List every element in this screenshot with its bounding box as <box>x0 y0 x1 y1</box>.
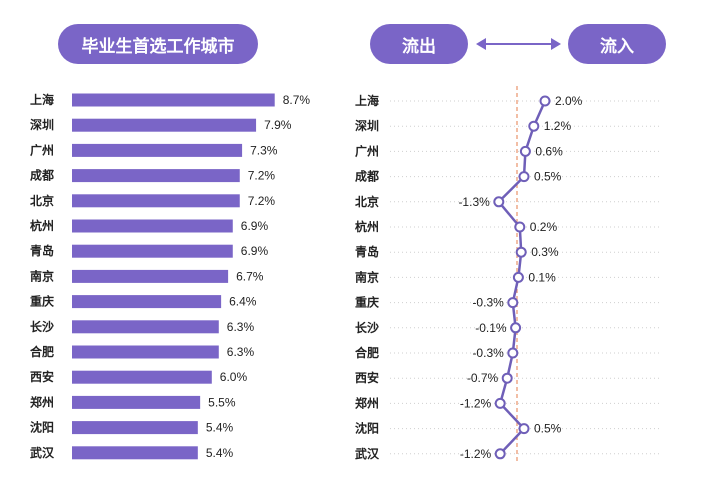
flow-category-label: 沈阳 <box>355 421 379 436</box>
bar <box>72 345 219 359</box>
flow-category-label: 深圳 <box>355 118 379 133</box>
bar <box>72 244 233 258</box>
bar <box>72 395 201 409</box>
chart-title-badge: 毕业生首选工作城市 <box>58 24 258 64</box>
bar <box>72 295 222 309</box>
bar-value-label: 5.4% <box>206 446 234 460</box>
bar-value-label: 7.9% <box>264 118 292 132</box>
bar <box>72 320 219 334</box>
bar <box>72 93 275 107</box>
flow-value-label: -1.2% <box>460 396 492 410</box>
bar-chart: 上海 8.7% 深圳 7.9% 广州 7.3% 成都 7.2% 北京 7.2% 杭州 6.9% 青岛 6.… <box>30 92 310 460</box>
bar-category-label: 西安 <box>30 369 54 384</box>
flow-value-label: 0.5% <box>534 170 562 184</box>
flow-value-label: 0.3% <box>531 245 559 259</box>
bar <box>72 370 212 384</box>
bar-category-label: 北京 <box>30 193 54 208</box>
flow-category-label: 长沙 <box>355 320 379 335</box>
flow-value-label: -0.1% <box>475 321 507 335</box>
flow-point <box>514 221 526 233</box>
bar-category-label: 深圳 <box>30 117 54 132</box>
flow-point <box>501 372 513 384</box>
bar-value-label: 5.4% <box>206 421 234 435</box>
double-arrow-icon <box>476 38 561 50</box>
bar <box>72 169 240 183</box>
flow-category-label: 郑州 <box>355 395 379 410</box>
flow-value-label: 0.1% <box>528 270 556 284</box>
flow-point <box>507 297 519 309</box>
flow-category-label: 武汉 <box>355 446 380 461</box>
flow-point <box>494 448 506 460</box>
bar-category-label: 广州 <box>30 142 54 157</box>
flow-category-label: 西安 <box>355 370 379 385</box>
inflow-badge: 流入 <box>568 24 666 64</box>
flow-value-label: -0.3% <box>472 296 504 310</box>
flow-point <box>528 120 540 132</box>
flow-value-label: 2.0% <box>555 94 583 108</box>
flow-point <box>518 171 530 183</box>
bar <box>72 269 229 283</box>
bar-category-label: 南京 <box>30 268 54 283</box>
flow-category-label: 成都 <box>355 169 379 184</box>
bar <box>72 194 240 208</box>
flow-point <box>518 423 530 435</box>
flow-category-label: 杭州 <box>355 219 379 234</box>
bar-value-label: 6.9% <box>241 219 269 233</box>
flow-value-label: -0.7% <box>467 371 499 385</box>
bar-category-label: 沈阳 <box>30 420 54 435</box>
bar-value-label: 5.5% <box>208 395 236 409</box>
bar-value-label: 7.2% <box>248 169 276 183</box>
flow-category-label: 重庆 <box>355 295 379 310</box>
flow-category-label: 南京 <box>355 269 379 284</box>
flow-value-label: 1.2% <box>544 119 572 133</box>
bar-category-label: 武汉 <box>30 445 55 460</box>
bar-category-label: 长沙 <box>30 319 54 334</box>
bar-category-label: 重庆 <box>30 294 54 309</box>
bar-value-label: 6.4% <box>229 295 257 309</box>
bar-value-label: 6.3% <box>227 320 255 334</box>
bar-category-label: 郑州 <box>30 394 54 409</box>
outflow-badge: 流出 <box>370 24 468 64</box>
bar-value-label: 7.3% <box>250 143 278 157</box>
bar-value-label: 8.7% <box>283 93 311 107</box>
flow-point <box>494 397 506 409</box>
bar <box>72 143 243 157</box>
bar-category-label: 上海 <box>30 92 54 107</box>
flow-point <box>510 322 522 334</box>
bar-category-label: 成都 <box>30 168 54 183</box>
bar-value-label: 7.2% <box>248 194 276 208</box>
flow-point <box>539 95 551 107</box>
bar-category-label: 杭州 <box>30 218 54 233</box>
bar-value-label: 6.9% <box>241 244 269 258</box>
flow-point <box>507 347 519 359</box>
flow-category-label: 上海 <box>355 93 379 108</box>
flow-category-label: 广州 <box>355 143 379 158</box>
flow-category-label: 青岛 <box>355 244 379 259</box>
flow-point <box>493 196 505 208</box>
flow-value-label: -1.3% <box>458 195 490 209</box>
bar <box>72 118 257 132</box>
flow-value-label: -1.2% <box>460 447 492 461</box>
bar-category-label: 合肥 <box>30 344 54 359</box>
bar-category-label: 青岛 <box>30 243 54 258</box>
bar <box>72 446 198 460</box>
flow-value-label: 0.6% <box>535 144 563 158</box>
flow-point <box>519 145 531 157</box>
flow-value-label: 0.2% <box>530 220 558 234</box>
bar-value-label: 6.7% <box>236 269 264 283</box>
flow-point <box>512 271 524 283</box>
flow-point <box>515 246 527 258</box>
flow-category-label: 合肥 <box>355 345 379 360</box>
bar <box>72 219 233 233</box>
bar <box>72 421 198 435</box>
flow-value-label: 0.5% <box>534 422 562 436</box>
bar-value-label: 6.0% <box>220 370 248 384</box>
bar-value-label: 6.3% <box>227 345 255 359</box>
flow-category-label: 北京 <box>355 194 379 209</box>
flow-value-label: -0.3% <box>472 346 504 360</box>
